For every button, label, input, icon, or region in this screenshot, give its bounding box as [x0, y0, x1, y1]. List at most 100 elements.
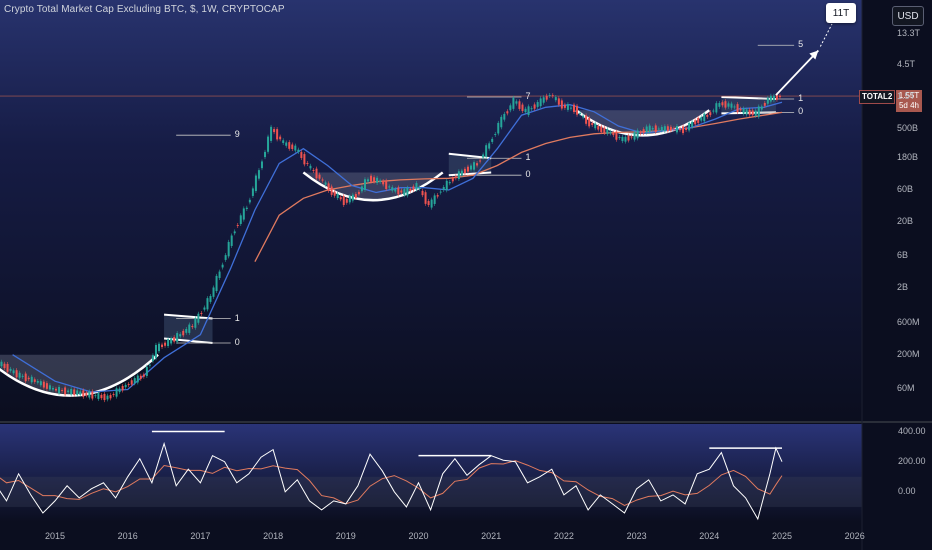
fib-level-label: 0	[525, 169, 531, 180]
candle-body	[51, 388, 54, 390]
candle-body	[279, 136, 282, 140]
candle-body	[439, 191, 442, 193]
candle-body	[39, 381, 42, 386]
candle-body	[42, 381, 45, 388]
candle-body	[227, 241, 230, 257]
candle-body	[675, 125, 678, 133]
time-axis-tick: 2019	[335, 531, 356, 541]
candle-body	[112, 394, 115, 396]
price-axis-tick: 6B	[897, 250, 909, 261]
time-axis-tick: 2022	[553, 531, 574, 541]
currency-button[interactable]: USD	[892, 6, 924, 26]
target-callout: 11T	[826, 3, 856, 23]
oscillator-pane-bg	[0, 424, 862, 522]
candle-body	[254, 175, 257, 192]
candle-body	[421, 190, 424, 196]
candle-body	[145, 366, 148, 376]
candle-body	[357, 191, 360, 195]
candle-body	[6, 363, 9, 372]
candle-body	[427, 201, 430, 206]
candle-body	[133, 378, 136, 384]
candle-body	[336, 193, 339, 199]
candle-body	[560, 100, 563, 109]
candle-body	[730, 103, 733, 108]
candle-body	[433, 195, 436, 204]
projection-arrow-line	[775, 49, 820, 96]
candle-body	[351, 194, 354, 201]
candle-body	[115, 388, 118, 397]
candle-body	[282, 140, 285, 143]
candle-body	[379, 180, 382, 182]
candle-body	[285, 142, 288, 146]
candle-body	[103, 393, 106, 401]
candle-body	[136, 375, 139, 383]
candle-body	[630, 136, 633, 138]
candle-body	[745, 109, 748, 115]
candle-body	[627, 135, 630, 141]
candle-body	[691, 121, 694, 128]
price-axis-tick: 200M	[897, 348, 920, 359]
candle-body	[757, 106, 760, 117]
candle-body	[551, 95, 554, 97]
candle-body	[597, 126, 600, 130]
candle-body	[321, 179, 324, 181]
candle-body	[609, 131, 612, 134]
candle-body	[27, 377, 30, 380]
candle-body	[585, 115, 588, 124]
candle-body	[303, 154, 306, 165]
candle-body	[88, 391, 91, 398]
candle-body	[70, 388, 73, 395]
main-pane-bg	[0, 0, 862, 420]
candle-body	[451, 178, 454, 182]
candle-body	[718, 102, 721, 107]
candle-body	[94, 395, 97, 397]
candle-body	[55, 388, 57, 391]
candle-body	[382, 181, 385, 185]
candle-body	[388, 186, 391, 188]
symbol-tag: TOTAL2	[859, 90, 896, 104]
candle-body	[348, 196, 351, 203]
candle-body	[488, 143, 491, 149]
candle-body	[563, 104, 566, 108]
candle-body	[521, 104, 524, 111]
fib-level-label: 0	[798, 106, 804, 117]
flag-top-0	[163, 313, 213, 320]
candle-body	[639, 132, 642, 134]
projection-arrow-head	[809, 50, 819, 60]
candle-body	[545, 95, 548, 100]
candle-body	[682, 126, 685, 134]
candle-body	[663, 126, 666, 132]
candle-body	[9, 368, 12, 371]
candle-body	[200, 312, 203, 314]
candle-body	[30, 376, 33, 383]
candle-body	[697, 117, 700, 123]
time-axis-tick: 2026	[844, 531, 865, 541]
candle-body	[12, 370, 15, 374]
candle-body	[203, 307, 206, 310]
price-axis-tick: 4.5T	[897, 59, 916, 70]
candle-body	[763, 102, 766, 106]
candle-body	[754, 110, 757, 116]
price-axis-tick: 60M	[897, 383, 915, 394]
candle-body	[760, 106, 763, 110]
candle-body	[173, 337, 176, 342]
candle-body	[557, 98, 560, 105]
candle-body	[539, 98, 542, 107]
candle-body	[457, 171, 460, 180]
candle-body	[748, 109, 751, 115]
candle-body	[594, 123, 597, 129]
candle-body	[306, 162, 309, 164]
last-price-value: 1.55T	[898, 91, 920, 100]
candle-body	[154, 344, 157, 359]
oscillator-band	[0, 476, 862, 507]
candle-body	[315, 168, 318, 179]
candle-body	[124, 384, 127, 388]
candle-body	[260, 161, 263, 169]
candle-body	[715, 103, 718, 113]
time-axis-tick: 2025	[771, 531, 793, 541]
candle-body	[327, 183, 330, 191]
candle-body	[64, 387, 67, 395]
candle-body	[454, 176, 457, 179]
